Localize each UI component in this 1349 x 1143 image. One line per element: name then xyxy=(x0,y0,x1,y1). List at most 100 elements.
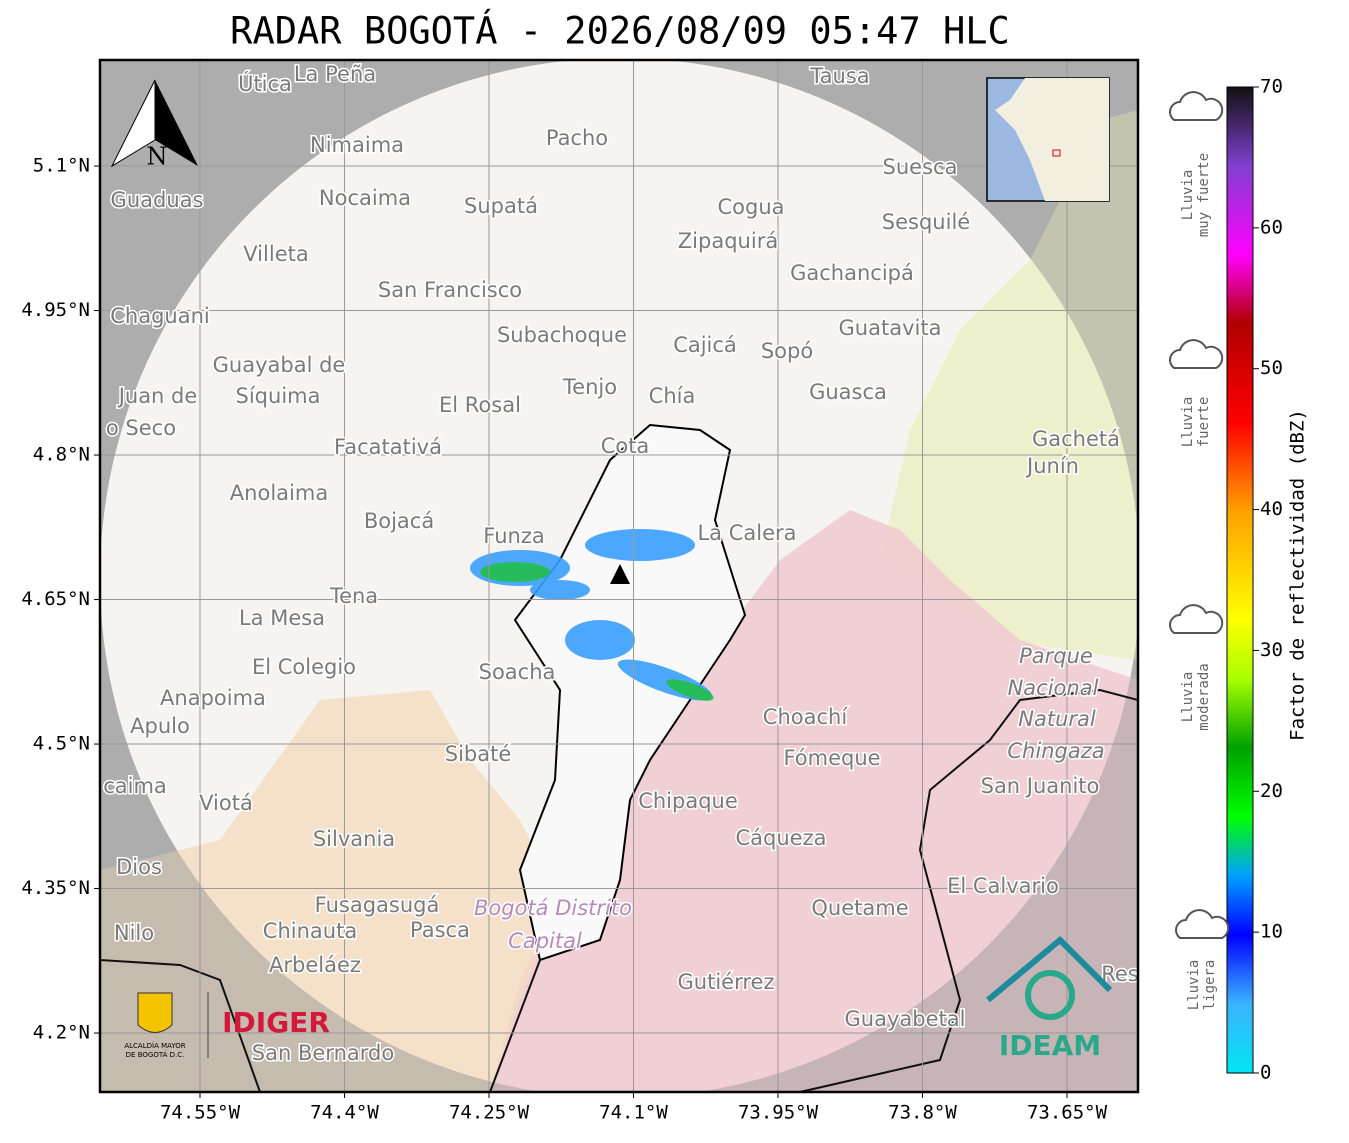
place-label: San Juanito xyxy=(981,774,1100,798)
lon-tick-label: 74.55°W xyxy=(160,1102,241,1124)
north-arrow: N xyxy=(110,79,198,171)
place-label: Parque xyxy=(1019,644,1093,668)
alcaldia-text: ALCALDÍA MAYOR xyxy=(124,1041,185,1050)
lat-tick-label: 4.8°N xyxy=(33,444,90,466)
place-label: Chía xyxy=(649,384,696,408)
place-label: Res xyxy=(1101,962,1139,986)
legend-label: Lluvia xyxy=(1180,672,1196,723)
legend-label: Lluvia xyxy=(1180,170,1196,221)
place-label: Nocaima xyxy=(319,186,411,210)
place-label: Chipaque xyxy=(638,789,738,813)
legend-label: muy fuerte xyxy=(1196,153,1212,237)
place-label: Junín xyxy=(1025,454,1079,478)
place-label: Útica xyxy=(238,71,292,96)
place-label: Chaguani xyxy=(110,304,210,328)
colorbar-tick-label: 40 xyxy=(1260,498,1283,520)
place-label: La Calera xyxy=(697,521,796,545)
inset-map xyxy=(986,77,1110,202)
place-label: Cogua xyxy=(717,195,784,219)
place-label: Quetame xyxy=(811,896,908,920)
colorbar-tick-label: 0 xyxy=(1260,1062,1271,1084)
place-label: Guaduas xyxy=(111,188,204,212)
colorbar-tick-label: 10 xyxy=(1260,921,1283,943)
place-label: Fusagasugá xyxy=(315,893,440,917)
lat-tick-label: 5.1°N xyxy=(33,155,90,177)
legend-label: fuerte xyxy=(1196,397,1212,448)
lon-tick-label: 73.8°W xyxy=(888,1102,957,1124)
colorbar xyxy=(1226,86,1254,1074)
lat-tick-label: 4.95°N xyxy=(21,299,90,321)
cloud-icon xyxy=(1175,909,1230,939)
place-label: Bogotá Distrito xyxy=(474,896,632,920)
lat-tick-label: 4.2°N xyxy=(33,1022,90,1044)
place-label: Dios xyxy=(116,855,162,879)
place-label: Supatá xyxy=(464,194,538,218)
place-label: Gachetá xyxy=(1032,427,1120,451)
place-label: Nacional xyxy=(1008,676,1099,700)
map-frame xyxy=(98,58,1140,1094)
place-label: Sesquilé xyxy=(882,210,970,234)
place-label: El Colegio xyxy=(252,655,356,679)
lon-tick-label: 74.25°W xyxy=(449,1102,530,1124)
place-label: Gutiérrez xyxy=(678,970,775,994)
place-label: Funza xyxy=(483,524,544,548)
lat-tick-label: 4.5°N xyxy=(33,733,90,755)
place-label: Choachí xyxy=(763,705,849,729)
place-label: La Mesa xyxy=(239,606,325,630)
place-label: Silvania xyxy=(313,827,395,851)
place-label: Zipaquirá xyxy=(678,229,778,253)
place-label: Pacho xyxy=(546,126,608,150)
lat-tick-label: 4.65°N xyxy=(21,588,90,610)
place-label: Guasca xyxy=(809,380,887,404)
lon-tick-label: 74.1°W xyxy=(599,1102,668,1124)
places: Útica La Peña Tausa Nimaima Pacho Guaduas Noca… xyxy=(102,61,1141,1067)
place-label: Anolaima xyxy=(230,481,328,505)
ideam-logo: IDEAM xyxy=(986,935,1113,1062)
place-label: Anapoima xyxy=(160,686,266,710)
lat-tick-label: 4.35°N xyxy=(21,877,90,899)
place-label: caima xyxy=(103,774,167,798)
place-label: Suesca xyxy=(883,155,958,179)
place-label: Arbeláez xyxy=(269,953,361,977)
lon-tick-label: 73.95°W xyxy=(738,1102,819,1124)
place-label: Nilo xyxy=(114,921,154,945)
colorbar-tick-label: 60 xyxy=(1260,216,1283,238)
place-label: Gachancipá xyxy=(790,261,914,285)
colorbar-label: Factor de reflectividad (dBZ) xyxy=(1287,409,1309,741)
lon-tick-label: 73.65°W xyxy=(1027,1102,1108,1124)
place-label: El Calvario xyxy=(947,874,1059,898)
lon-tick-label: 74.4°W xyxy=(310,1102,379,1124)
colorbar-tick-label: 20 xyxy=(1260,780,1283,802)
place-label: Viotá xyxy=(199,791,253,815)
cloud-icon xyxy=(1169,339,1224,369)
place-label: San Bernardo xyxy=(252,1041,394,1065)
colorbar-axis: 0 10 20 30 40 50 60 70 xyxy=(1253,76,1283,1084)
place-label: Tausa xyxy=(809,64,869,88)
place-label: Soacha xyxy=(479,660,556,684)
place-label: Tena xyxy=(329,584,378,608)
place-label: Chingaza xyxy=(1007,739,1104,763)
cloud-icon xyxy=(1169,604,1224,634)
colorbar-tick-label: 50 xyxy=(1260,357,1283,379)
place-label: El Rosal xyxy=(439,393,521,417)
place-label: Nimaima xyxy=(310,133,404,157)
place-label: Bojacá xyxy=(364,509,434,533)
place-label: Fómeque xyxy=(783,746,880,770)
place-label: Cáqueza xyxy=(736,826,827,850)
place-label: Guayabetal xyxy=(845,1007,966,1031)
alcaldia-logo: ALCALDÍA MAYOR DE BOGOTÁ D.C. IDIGER xyxy=(124,992,330,1059)
place-label: o Seco xyxy=(106,416,176,440)
place-label: Juan de xyxy=(117,384,198,408)
alcaldia-text: DE BOGOTÁ D.C. xyxy=(126,1050,185,1059)
place-label: San Francisco xyxy=(378,278,522,302)
place-label: Pasca xyxy=(410,918,470,942)
place-label: Capital xyxy=(508,929,582,953)
place-label: Cajicá xyxy=(673,333,737,357)
grid: 74.55°W 74.4°W 74.25°W 74.1°W 73.95°W 73.8°W 7… xyxy=(21,60,1138,1124)
map xyxy=(100,60,1138,1092)
place-label: Tenjo xyxy=(562,375,617,399)
place-label: Síquima xyxy=(236,384,321,408)
north-label: N xyxy=(147,143,168,171)
place-label: Villeta xyxy=(243,242,308,266)
